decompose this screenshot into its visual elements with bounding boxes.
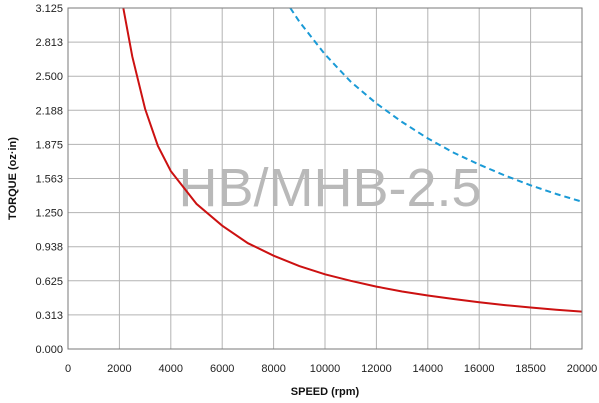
x-tick-label: 18500 (515, 363, 546, 375)
torque-curve-solid (122, 8, 582, 313)
x-tick-label: 6000 (210, 363, 234, 375)
y-tick-label: 1.875 (35, 139, 63, 151)
y-tick-label: 2.188 (35, 105, 63, 117)
y-axis-label: TORQUE (oz·in) (7, 137, 19, 220)
y-tick-label: 0.625 (35, 276, 63, 288)
x-axis-label: SPEED (rpm) (291, 386, 360, 398)
y-tick-label: 3.125 (35, 3, 63, 15)
chart-watermark: HB/MHB-2.5 (178, 158, 481, 218)
y-tick-labels: 0.000 0.313 0.625 0.938 1.250 1.563 1.875 2.188… (35, 3, 63, 356)
x-tick-label: 12000 (361, 363, 392, 375)
x-tick-label: 2000 (107, 363, 131, 375)
y-tick-label: 2.500 (35, 71, 63, 83)
y-tick-label: 0.938 (35, 242, 63, 254)
x-tick-label: 20000 (567, 363, 598, 375)
x-tick-label: 0 (65, 363, 71, 375)
y-tick-label: 1.250 (35, 208, 63, 220)
y-tick-label: 0.000 (35, 344, 63, 356)
torque-curve-dashed (289, 8, 582, 203)
x-tick-label: 14000 (413, 363, 444, 375)
x-tick-labels: 0 2000 4000 6000 8000 10000 12000 14000 16000 185… (65, 363, 597, 375)
x-tick-label: 4000 (159, 363, 183, 375)
y-tick-label: 0.313 (35, 310, 63, 322)
plot-frame (67, 7, 583, 350)
x-tick-label: 16000 (464, 363, 495, 375)
x-tick-label: 10000 (310, 363, 341, 375)
plot-series (122, 8, 582, 313)
y-tick-label: 2.813 (35, 37, 63, 49)
x-tick-label: 8000 (261, 363, 285, 375)
y-tick-label: 1.563 (35, 174, 63, 186)
